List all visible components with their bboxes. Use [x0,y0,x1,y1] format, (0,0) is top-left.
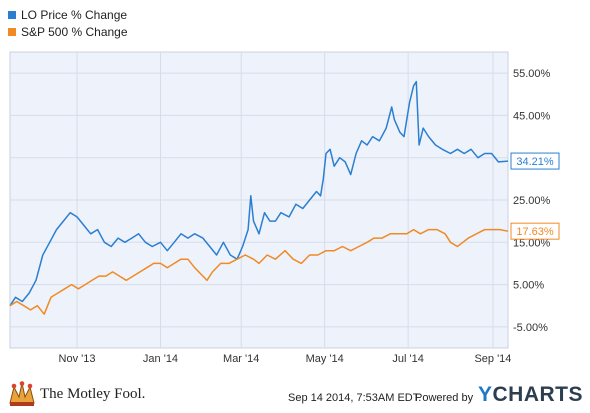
x-tick-label: Sep '14 [474,353,511,365]
motley-fool-logo[interactable]: The Motley Fool. [8,381,145,407]
legend-item-lo[interactable]: LO Price % Change [8,6,128,23]
x-axis-labels: Nov '13 Jan '14 Mar '14 May '14 Jul '14 Sep '… [59,353,512,365]
legend: LO Price % Change S&P 500 % Change [8,6,128,40]
chart-timestamp: Sep 14 2014, 7:53AM EDT. [288,392,422,404]
legend-swatch-sp500 [8,27,16,36]
legend-swatch-lo [8,10,16,19]
x-tick-label: May '14 [306,353,344,365]
ycharts-logo-rest: CHARTS [492,383,584,406]
ycharts-logo-y: Y [478,383,493,406]
legend-item-sp500[interactable]: S&P 500 % Change [8,23,128,40]
y-tick-label: 15.00% [513,237,551,249]
series-line-sp500 [9,228,509,315]
grid-lines [10,52,508,348]
series-lines [9,80,509,315]
y-tick-label: 25.00% [513,195,551,207]
end-value-labels: 34.21% 17.63% [510,152,560,240]
jester-hat-icon [9,381,35,406]
y-tick-label: 45.00% [513,110,551,122]
y-tick-label: -5.00% [513,322,548,334]
end-label-text: 34.21% [516,156,554,168]
series-line-lo [9,80,509,307]
end-label-box [510,152,560,170]
ycharts-logo[interactable]: YCHARTS [478,383,583,407]
y-axis-labels: -5.00%5.00%15.00%25.00%35.00%45.00%55.00… [513,68,551,334]
end-label-lo: 34.21% [510,152,560,170]
x-tick-label: Nov '13 [59,353,96,365]
legend-label-sp500: S&P 500 % Change [21,24,128,39]
x-tick-label: Jul '14 [392,353,423,365]
brand-name: The Motley Fool. [40,385,146,402]
end-label-sp500: 17.63% [510,222,560,240]
powered-by-text: Powered by [415,392,474,404]
y-tick-label: 5.00% [513,280,544,292]
end-label-box [510,222,560,240]
x-tick-label: Mar '14 [223,353,259,365]
end-label-text: 17.63% [516,226,554,238]
y-tick-label: 55.00% [513,68,551,80]
x-tick-label: Jan '14 [143,353,178,365]
legend-label-lo: LO Price % Change [21,7,128,22]
